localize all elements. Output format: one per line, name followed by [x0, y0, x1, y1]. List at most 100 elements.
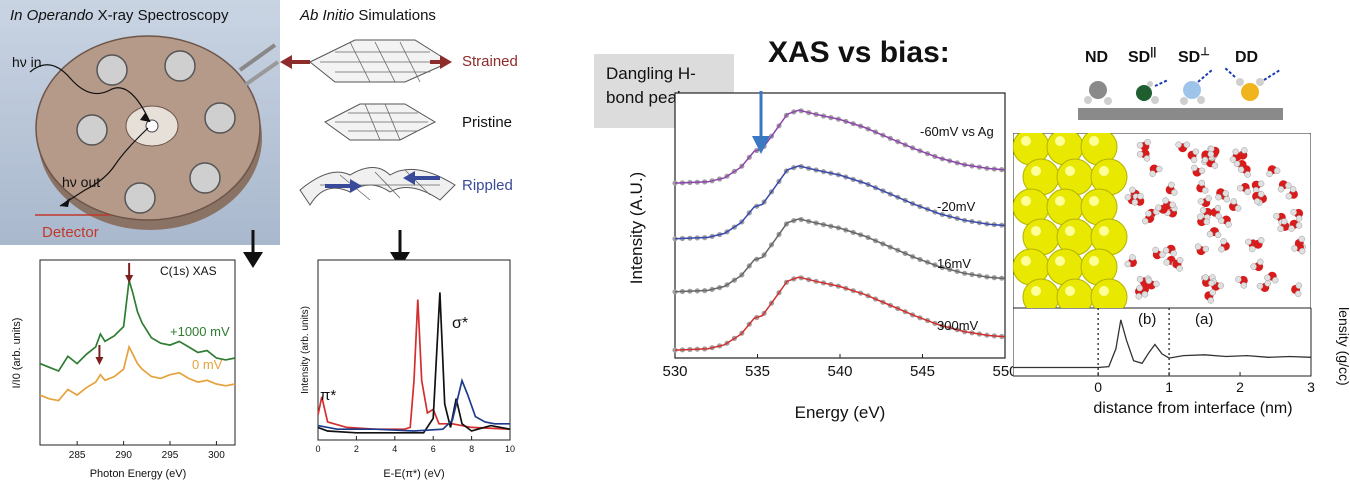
hydrogen-atom	[1141, 217, 1149, 225]
atom-highlight	[1055, 256, 1065, 266]
pristine-sheet	[324, 103, 437, 141]
series-line-3	[674, 276, 1006, 351]
x-tick-label: 0	[315, 444, 320, 454]
x-tick-label: 2	[354, 444, 359, 454]
surface-bar	[1078, 108, 1283, 120]
hydrogen-atom	[1280, 218, 1288, 225]
hydrogen-atom	[1201, 187, 1209, 194]
electrode-atom	[1090, 278, 1128, 308]
hydrogen-atom	[1223, 196, 1231, 203]
atom-highlight	[1099, 226, 1109, 236]
hydrogen-atom	[1203, 218, 1210, 226]
hydrogen-atom	[1295, 215, 1303, 222]
hydrogen-atom	[1257, 180, 1265, 188]
hydrogen-atom	[1291, 245, 1298, 252]
hydrogen-atom	[1298, 247, 1306, 255]
nd-label: ND	[1085, 49, 1108, 66]
series-label: 16mV	[937, 256, 971, 271]
hydrogen-atom	[1237, 184, 1244, 192]
hydrogen-atom	[1136, 150, 1144, 158]
species-diagram: ND SD|| SD⊥ DD	[1078, 46, 1283, 120]
hydrogen-atom	[1234, 205, 1242, 212]
hydrogen-atom	[1145, 210, 1152, 217]
incoming-beam	[29, 64, 151, 123]
pi-star-label: π*	[320, 387, 336, 404]
hydrogen-atom	[1129, 186, 1136, 194]
x-axis-label: Photon Energy (eV)	[90, 468, 187, 480]
hydrogen-atom	[1162, 197, 1169, 204]
x-tick-label: 1	[1165, 379, 1173, 395]
hydrogen-atom	[1194, 243, 1202, 250]
plot-frame	[317, 259, 511, 441]
detector-label: Detector	[42, 224, 99, 241]
hydrogen-atom	[1155, 204, 1162, 211]
series-label: -60mV vs Ag	[920, 124, 994, 139]
hydrogen-atom	[1298, 235, 1305, 243]
chart-title: C(1s) XAS	[160, 264, 217, 278]
atom-highlight	[1031, 226, 1041, 236]
dd-label: DD	[1235, 49, 1258, 66]
hydrogen-atom	[1232, 148, 1239, 156]
hydrogen-atom	[1257, 190, 1265, 198]
xas-vs-bias-title: XAS vs bias:	[768, 36, 950, 69]
hydrogen-atom	[1249, 245, 1256, 253]
hydrogen-atom	[1163, 259, 1170, 266]
x-tick-label: 10	[505, 444, 515, 454]
hydrogen-atom	[1240, 282, 1248, 289]
density-line	[1013, 319, 1312, 369]
hydrogen-atom	[1168, 181, 1175, 189]
dangling-hbond-callout: Dangling H- bond peak	[594, 54, 734, 128]
series-label: -20mV	[937, 199, 976, 214]
hydrogen-atom	[1124, 194, 1132, 201]
hydrogen-atom	[1191, 164, 1198, 172]
sd-perp-molecule	[1180, 69, 1213, 105]
x-tick-label: 2	[1236, 379, 1244, 395]
label-a: (a)	[1195, 311, 1213, 328]
hydrogen-atom	[1202, 274, 1209, 281]
atom-highlight	[1021, 256, 1031, 266]
operando-title: In Operando X-ray Spectroscopy	[10, 7, 229, 24]
series-label: 300mV	[937, 318, 979, 333]
hydrogen-atom	[1264, 274, 1271, 282]
x-tick-label: 3	[1307, 379, 1315, 395]
hydrogen-atom	[1273, 212, 1280, 220]
series-line-1	[317, 292, 511, 434]
hydrogen-atom	[1159, 251, 1166, 258]
plot-frame	[674, 92, 1006, 359]
hydrogen-atom	[1135, 293, 1143, 300]
atom-highlight	[1065, 226, 1075, 236]
hydrogen-atom	[1197, 198, 1205, 205]
hydrogen-atom	[1207, 297, 1215, 304]
hydrogen-atom	[1215, 193, 1222, 201]
hydrogen-atom	[1272, 276, 1279, 284]
data-point	[672, 180, 678, 186]
x-tick-label: 540	[827, 363, 852, 380]
hydrogen-atom	[1244, 171, 1251, 178]
hydrogen-atom	[1175, 141, 1182, 148]
density-profile-chart: 0 1 2 3 (b) (a) distance from interface (nm…	[1013, 308, 1350, 417]
series-line-2	[317, 377, 510, 432]
x-tick-label: 300	[208, 450, 225, 461]
x-tick-label: 6	[431, 444, 436, 454]
hydrogen-atom	[1273, 167, 1281, 175]
hydrogen-atom	[1129, 254, 1136, 261]
outgoing-beam	[59, 127, 149, 207]
hydrogen-atom	[1257, 258, 1264, 266]
hydrogen-atom	[1277, 225, 1284, 233]
y-axis-label: Intensity (arb. units)	[300, 306, 311, 394]
strained-label: Strained	[462, 53, 518, 70]
hydrogen-atom	[1208, 279, 1215, 287]
hydrogen-atom	[1211, 162, 1219, 169]
sd-perp-label: SD⊥	[1178, 46, 1210, 66]
series-line-2	[674, 218, 1006, 293]
hydrogen-atom	[1290, 209, 1297, 216]
series-line-0	[317, 299, 511, 431]
x-axis-label: distance from interface (nm)	[1093, 400, 1292, 417]
hydrogen-atom	[1153, 280, 1160, 288]
hydrogen-atom	[1214, 231, 1222, 239]
hydrogen-atom	[1235, 276, 1242, 283]
hydrogen-atom	[1149, 170, 1156, 177]
callout-line-2: bond peak	[606, 88, 686, 107]
hydrogen-atom	[1198, 167, 1206, 175]
hydrogen-atom	[1137, 193, 1144, 200]
